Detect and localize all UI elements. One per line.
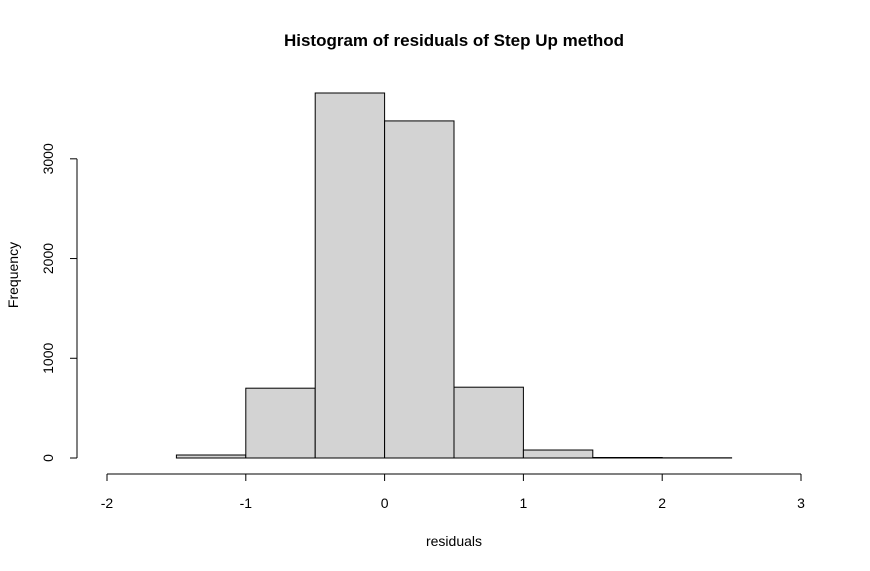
x-axis: -2 -1 0 1 2 3 xyxy=(101,473,805,511)
x-tick-label: 2 xyxy=(658,495,666,511)
x-tick-label: -1 xyxy=(240,495,253,511)
bars-group xyxy=(175,92,733,459)
y-tick-label: 2000 xyxy=(40,243,56,274)
histogram-bar xyxy=(245,387,316,459)
x-tick-label: 0 xyxy=(381,495,389,511)
histogram-bar xyxy=(522,449,594,459)
y-axis-label: Frequency xyxy=(5,242,21,308)
histogram-bar xyxy=(314,92,386,459)
chart-title: Histogram of residuals of Step Up method xyxy=(284,31,624,50)
histogram-bar xyxy=(175,454,247,459)
y-tick-label: 0 xyxy=(40,454,56,462)
y-axis: 0 1000 2000 3000 xyxy=(40,143,78,462)
x-tick-label: 1 xyxy=(520,495,528,511)
y-tick-label: 1000 xyxy=(40,342,56,373)
histogram-bar xyxy=(453,386,524,459)
x-tick-label: 3 xyxy=(797,495,805,511)
x-tick-label: -2 xyxy=(101,495,114,511)
y-tick-label: 3000 xyxy=(40,143,56,174)
histogram-bar xyxy=(384,120,455,459)
x-axis-label: residuals xyxy=(426,533,482,549)
